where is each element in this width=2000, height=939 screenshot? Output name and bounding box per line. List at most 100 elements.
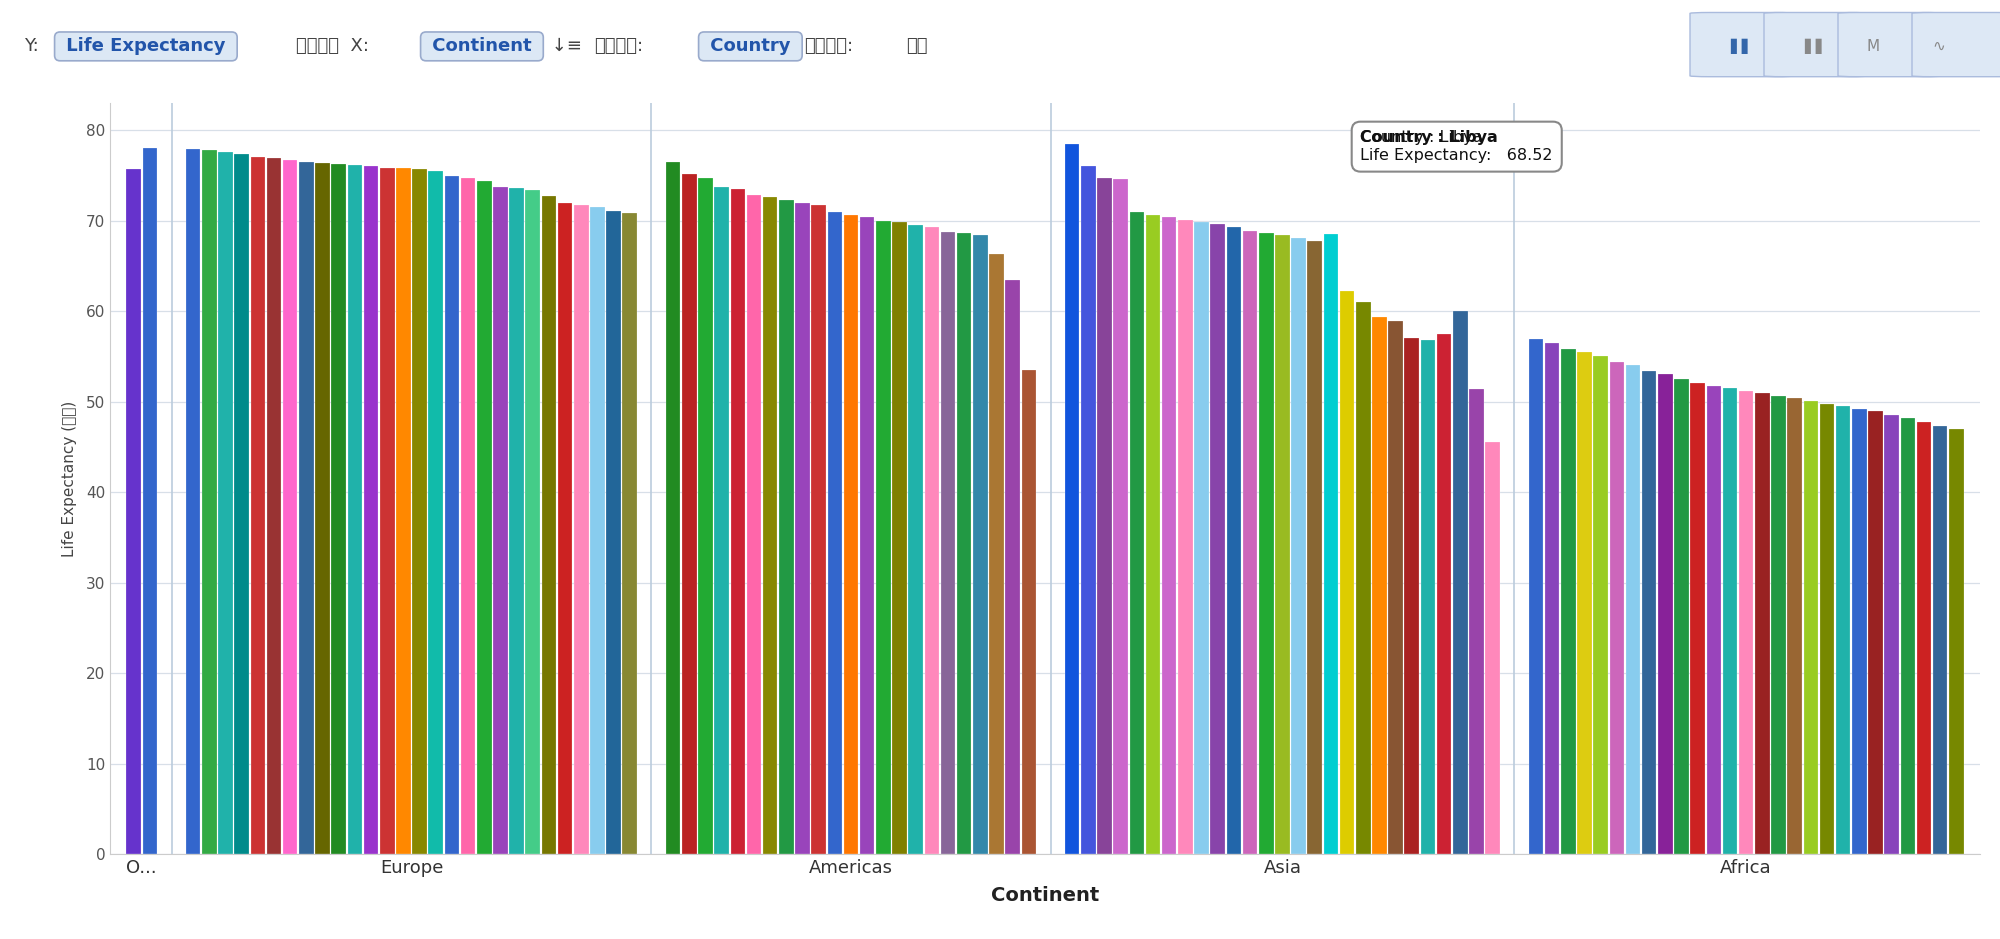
Bar bbox=[796, 203, 810, 854]
Bar bbox=[1210, 223, 1226, 854]
Bar bbox=[682, 174, 696, 854]
Bar bbox=[1178, 220, 1192, 854]
Bar bbox=[332, 164, 346, 854]
Bar bbox=[1372, 316, 1386, 854]
Bar bbox=[1388, 320, 1402, 854]
Bar bbox=[1642, 371, 1656, 854]
FancyBboxPatch shape bbox=[1912, 12, 2000, 77]
Bar bbox=[1130, 212, 1144, 854]
Bar bbox=[892, 222, 906, 854]
Bar bbox=[428, 171, 444, 854]
Bar bbox=[1916, 422, 1932, 854]
Bar bbox=[1146, 215, 1160, 854]
FancyBboxPatch shape bbox=[1764, 12, 1868, 77]
Bar bbox=[746, 194, 762, 854]
Bar bbox=[1772, 395, 1786, 854]
Bar bbox=[1738, 392, 1754, 854]
Bar bbox=[1594, 356, 1608, 854]
Text: Country : Libya
Life Expectancy:   68.52: Country : Libya Life Expectancy: 68.52 bbox=[1360, 131, 1552, 162]
Bar bbox=[1658, 374, 1672, 854]
Text: Country : Libya: Country : Libya bbox=[1360, 131, 1498, 146]
Bar bbox=[590, 208, 604, 854]
Bar bbox=[1420, 341, 1436, 854]
Bar bbox=[1242, 231, 1258, 854]
Bar bbox=[1006, 280, 1020, 854]
Bar bbox=[460, 177, 476, 854]
X-axis label: Continent: Continent bbox=[990, 885, 1100, 904]
Text: 없음: 없음 bbox=[906, 38, 928, 55]
Bar bbox=[1756, 393, 1770, 854]
Text: Continent: Continent bbox=[426, 38, 538, 55]
Bar bbox=[1562, 348, 1576, 854]
Bar bbox=[574, 205, 588, 854]
Bar bbox=[990, 254, 1004, 854]
Bar bbox=[1950, 429, 1964, 854]
Bar bbox=[1852, 409, 1866, 854]
Bar bbox=[1674, 379, 1688, 854]
Bar bbox=[908, 224, 922, 854]
Text: （평균）  X:: （평균） X: bbox=[296, 38, 368, 55]
Bar bbox=[380, 167, 394, 854]
Text: ▐▐: ▐▐ bbox=[1724, 38, 1748, 54]
Text: ∿: ∿ bbox=[1932, 38, 1944, 54]
Bar bbox=[202, 150, 216, 854]
Text: Life Expectancy: Life Expectancy bbox=[60, 38, 232, 55]
Bar bbox=[812, 205, 826, 854]
Bar bbox=[1308, 241, 1322, 854]
Bar bbox=[1022, 370, 1036, 854]
Bar bbox=[1544, 343, 1560, 854]
Bar bbox=[1804, 401, 1818, 854]
Bar bbox=[1404, 338, 1420, 854]
Bar bbox=[1884, 415, 1898, 854]
Bar bbox=[828, 212, 842, 854]
Bar bbox=[396, 168, 410, 854]
Bar bbox=[1340, 291, 1354, 854]
Bar bbox=[282, 161, 298, 854]
Bar bbox=[412, 169, 426, 854]
Bar bbox=[1114, 179, 1128, 854]
FancyBboxPatch shape bbox=[1690, 12, 1794, 77]
Text: ↓≡: ↓≡ bbox=[546, 38, 582, 55]
Bar bbox=[1788, 398, 1802, 854]
Bar bbox=[1276, 236, 1290, 854]
Y-axis label: Life Expectancy (평균): Life Expectancy (평균) bbox=[62, 401, 78, 557]
Bar bbox=[444, 176, 460, 854]
Bar bbox=[1486, 441, 1500, 854]
Bar bbox=[364, 166, 378, 854]
Bar bbox=[1820, 404, 1834, 854]
FancyBboxPatch shape bbox=[1838, 12, 1942, 77]
Bar bbox=[234, 154, 248, 854]
Bar bbox=[1626, 365, 1640, 854]
Bar bbox=[1324, 235, 1338, 854]
Bar bbox=[1226, 227, 1242, 854]
Bar bbox=[1868, 411, 1882, 854]
Text: ▐▐: ▐▐ bbox=[1798, 38, 1822, 54]
Bar bbox=[348, 165, 362, 854]
Bar bbox=[606, 211, 620, 854]
Bar bbox=[542, 195, 556, 854]
Bar bbox=[1528, 339, 1544, 854]
Text: M: M bbox=[1866, 38, 1880, 54]
Bar bbox=[924, 227, 940, 854]
Bar bbox=[1064, 144, 1080, 854]
Bar bbox=[1578, 352, 1592, 854]
Bar bbox=[762, 196, 778, 854]
Text: 화면분할:: 화면분할: bbox=[804, 38, 854, 55]
Bar bbox=[476, 181, 492, 854]
Bar bbox=[250, 157, 266, 854]
Bar bbox=[730, 190, 746, 854]
Bar bbox=[218, 152, 232, 854]
Bar bbox=[622, 213, 638, 854]
Bar bbox=[1098, 177, 1112, 854]
Bar bbox=[844, 215, 858, 854]
Bar bbox=[1610, 362, 1624, 854]
Bar bbox=[142, 147, 158, 854]
Bar bbox=[1470, 390, 1484, 854]
Bar bbox=[1162, 217, 1176, 854]
Bar bbox=[1082, 166, 1096, 854]
Bar bbox=[698, 177, 712, 854]
Bar bbox=[126, 169, 140, 854]
Bar bbox=[526, 191, 540, 854]
Bar bbox=[956, 233, 972, 854]
Bar bbox=[300, 162, 314, 854]
